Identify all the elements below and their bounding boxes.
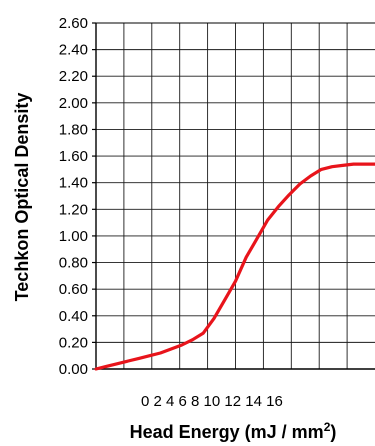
y-tick-label: 2.40 [59, 42, 88, 59]
y-tick-label: 0.00 [59, 361, 88, 378]
plot-frame [95, 22, 375, 370]
y-tick-label: 1.80 [59, 121, 88, 138]
x-axis-tick-labels: 0 2 4 6 8 10 12 14 16 [141, 393, 283, 410]
x-axis-title: Head Energy (mJ / mm2) [130, 420, 337, 442]
y-tick-label: 1.40 [59, 175, 88, 192]
y-tick-label: 1.00 [59, 228, 88, 245]
series-layer [94, 162, 375, 371]
y-tick-label: 0.20 [59, 334, 88, 351]
y-tick-label: 2.20 [59, 68, 88, 85]
density-curve [94, 162, 375, 371]
y-tick-label: 2.60 [59, 15, 88, 32]
y-tick-label: 2.00 [59, 95, 88, 112]
y-tick-label: 0.40 [59, 308, 88, 325]
grid [96, 23, 375, 369]
y-tick-label: 0.60 [59, 281, 88, 298]
y-axis-title: Techkon Optical Density [12, 93, 32, 302]
y-axis-ticks: 0.00 0.20 0.40 0.60 0.80 1.00 1.20 1.40 1.60 1.80… [59, 15, 96, 378]
y-tick-label: 1.20 [59, 201, 88, 218]
y-tick-label: 1.60 [59, 148, 88, 165]
y-tick-label: 0.80 [59, 255, 88, 272]
